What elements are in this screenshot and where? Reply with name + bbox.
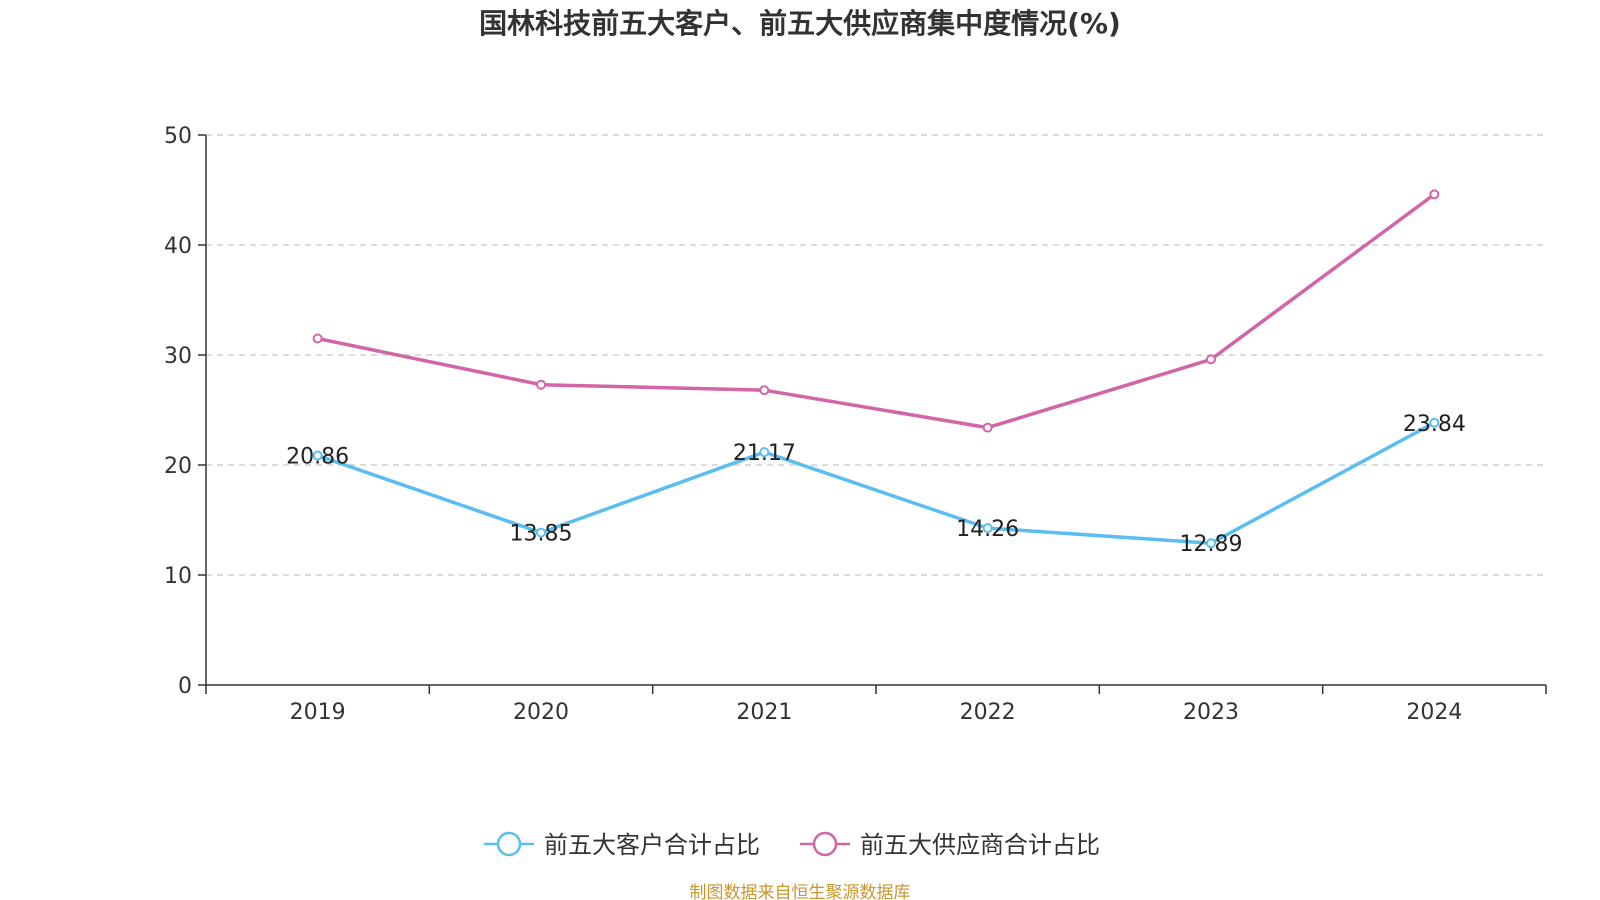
data-point[interactable] <box>759 447 770 458</box>
data-point[interactable] <box>759 385 770 396</box>
data-point[interactable] <box>982 422 993 433</box>
x-tick-label: 2021 <box>736 700 792 725</box>
y-tick-label: 20 <box>164 454 192 479</box>
data-label: 20.86 <box>286 445 349 470</box>
grid-layer <box>206 134 1546 576</box>
y-tick-label: 50 <box>164 124 192 149</box>
axis-layer: 0 10 20 30 40 50 2019 2020 2021 2022 2023 2024 <box>164 124 1547 725</box>
legend-item-2[interactable]: 前五大供应商合计占比 <box>800 831 1100 859</box>
data-point[interactable] <box>1206 354 1216 365</box>
x-tick-label: 2023 <box>1183 700 1239 725</box>
y-tick-label: 0 <box>178 674 192 699</box>
series-line-2 <box>315 192 1437 430</box>
legend-item-1[interactable]: 前五大客户合计占比 <box>484 831 760 859</box>
data-point[interactable] <box>312 333 323 344</box>
y-tick-label: 30 <box>164 344 192 369</box>
data-label: 14.26 <box>956 517 1019 542</box>
legend: 前五大客户合计占比 前五大供应商合计占比 <box>484 831 1100 859</box>
x-tick-label: 2020 <box>513 700 569 725</box>
series-layer <box>312 189 1440 549</box>
x-tick-label: 2024 <box>1406 700 1462 725</box>
chart-title: 国林科技前五大客户、前五大供应商集中度情况(%) <box>479 7 1121 40</box>
label-layer: 20.86 13.85 21.17 14.26 12.89 23.84 <box>286 412 1466 557</box>
data-point[interactable] <box>982 523 993 534</box>
x-tick-label: 2022 <box>960 700 1016 725</box>
data-point[interactable] <box>536 379 546 390</box>
data-label: 23.84 <box>1403 412 1466 437</box>
data-point[interactable] <box>312 450 323 461</box>
y-tick-label: 40 <box>164 234 192 259</box>
data-point[interactable] <box>1429 417 1440 428</box>
data-label: 13.85 <box>510 522 573 547</box>
y-tick-label: 10 <box>164 564 192 589</box>
source-note: 制图数据来自恒生聚源数据库 <box>690 883 911 900</box>
data-label: 12.89 <box>1180 532 1243 557</box>
x-tick-label: 2019 <box>290 700 346 725</box>
legend-circle-icon <box>812 831 838 857</box>
legend-label: 前五大供应商合计占比 <box>860 831 1100 859</box>
legend-label: 前五大客户合计占比 <box>544 831 760 859</box>
data-point[interactable] <box>1206 538 1216 549</box>
data-point[interactable] <box>536 527 546 538</box>
series-line-1 <box>315 421 1437 545</box>
data-point[interactable] <box>1429 189 1440 200</box>
data-label: 21.17 <box>733 441 796 466</box>
legend-circle-icon <box>496 831 522 857</box>
